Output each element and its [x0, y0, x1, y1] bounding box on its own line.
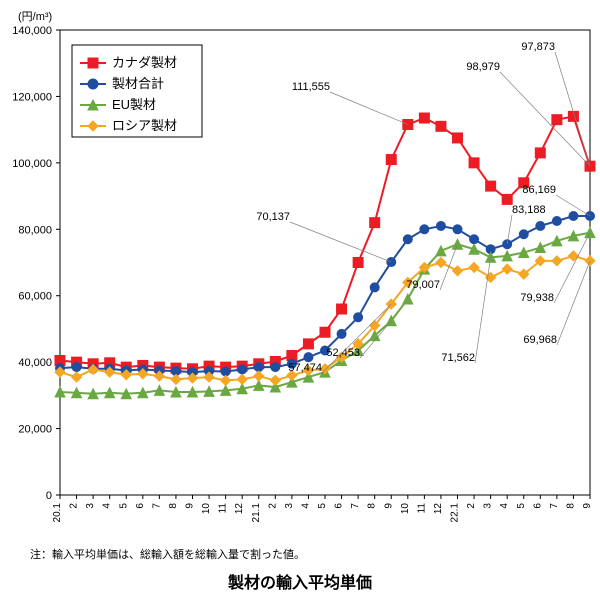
x-tick-label: 10: [400, 503, 411, 515]
x-tick-label: 8: [168, 503, 179, 509]
x-tick-label: 9: [185, 503, 196, 509]
x-tick-label: 12: [234, 503, 245, 515]
x-tick-label: 4: [300, 503, 311, 509]
x-tick-label: 6: [334, 503, 345, 509]
data-callout: 97,873: [521, 41, 555, 53]
x-tick-label: 11: [218, 503, 229, 514]
x-tick-label: 7: [350, 503, 361, 509]
data-callout: 79,938: [520, 292, 554, 304]
x-tick-label: 20.1: [52, 503, 63, 523]
x-tick-label: 3: [483, 503, 494, 509]
y-axis-unit: (円/m³): [18, 11, 52, 23]
x-tick-label: 22.1: [450, 503, 461, 523]
y-tick-label: 20,000: [18, 424, 52, 436]
x-tick-label: 9: [582, 503, 593, 509]
data-callout: 70,137: [256, 211, 290, 223]
x-tick-label: 12: [433, 503, 444, 515]
x-tick-label: 21.1: [251, 503, 262, 523]
svg-text:EU製材: EU製材: [112, 97, 156, 112]
svg-text:ロシア製材: ロシア製材: [112, 118, 177, 133]
x-tick-label: 6: [135, 503, 146, 509]
data-callout: 57,474: [288, 362, 322, 374]
data-callout: 83,188: [512, 204, 546, 216]
x-tick-label: 5: [118, 503, 129, 509]
series-製材合計: [56, 212, 595, 377]
x-tick-label: 9: [383, 503, 394, 509]
y-tick-label: 120,000: [12, 91, 52, 103]
data-callout: 79,007: [406, 279, 440, 291]
y-tick-label: 40,000: [18, 357, 52, 369]
x-tick-label: 3: [85, 503, 96, 509]
data-callout: 86,169: [522, 184, 556, 196]
data-callout: 98,979: [466, 61, 500, 73]
x-tick-label: 2: [466, 503, 477, 509]
y-tick-label: 80,000: [18, 224, 52, 236]
x-tick-label: 7: [151, 503, 162, 509]
chart-title: 製材の輸入平均単価: [227, 573, 372, 592]
x-tick-label: 5: [516, 503, 527, 509]
svg-text:カナダ製材: カナダ製材: [112, 55, 177, 70]
x-tick-label: 4: [102, 503, 113, 509]
y-tick-label: 0: [46, 490, 52, 502]
line-chart: 0 20,000 40,000 60,000 80,000 100,000 120,000 1…: [0, 0, 600, 602]
y-tick-label: 60,000: [18, 291, 52, 303]
y-tick-label: 100,000: [12, 158, 52, 170]
chart-note: 注：輸入平均単価は、総輸入額を総輸入量で割った値。: [30, 547, 305, 561]
x-tick-label: 4: [499, 503, 510, 509]
data-callout: 69,968: [523, 334, 557, 346]
y-tick-label: 140,000: [12, 25, 52, 37]
x-tick-label: 11: [416, 503, 427, 514]
x-tick-label: 7: [549, 503, 560, 509]
svg-text:製材合計: 製材合計: [112, 76, 164, 91]
x-tick-label: 8: [367, 503, 378, 509]
x-tick-label: 2: [69, 503, 80, 509]
data-callout: 52,453: [326, 347, 360, 359]
x-tick-label: 5: [317, 503, 328, 509]
x-tick-label: 8: [565, 503, 576, 509]
data-callout: 111,555: [292, 81, 330, 93]
chart-container: 0 20,000 40,000 60,000 80,000 100,000 120,000 1…: [0, 0, 600, 602]
x-tick-label: 10: [201, 503, 212, 515]
series-カナダ製材: [55, 111, 595, 373]
data-callout: 71,562: [441, 352, 475, 364]
x-tick-label: 6: [532, 503, 543, 509]
x-tick-label: 3: [284, 503, 295, 509]
x-tick-label: 2: [267, 503, 278, 509]
